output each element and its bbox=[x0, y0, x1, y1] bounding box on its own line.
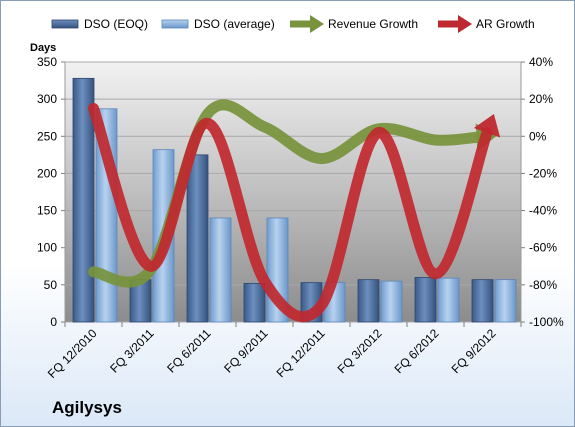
left-tick-label: 250 bbox=[37, 129, 57, 143]
growth-lines bbox=[88, 99, 501, 323]
bar-dso-average bbox=[209, 217, 232, 323]
legend: DSO (EOQ) DSO (average) Revenue Growth AR G… bbox=[51, 15, 535, 33]
bar-dso-eoq bbox=[72, 77, 95, 323]
x-tick-label: FQ 12/2011 bbox=[274, 326, 328, 380]
x-tick-label: FQ 12/2010 bbox=[45, 326, 100, 381]
bar-dso-average bbox=[437, 277, 460, 323]
right-tick-label: 0% bbox=[529, 129, 547, 143]
left-tick-label: 350 bbox=[37, 55, 57, 69]
legend-label: AR Growth bbox=[476, 17, 535, 31]
legend-label: Revenue Growth bbox=[328, 17, 418, 31]
left-axis: 0 50 100 150 200 250 300 350 bbox=[37, 55, 522, 329]
right-tick-label: -100% bbox=[529, 315, 564, 329]
x-tick-label: FQ 6/2011 bbox=[164, 326, 214, 376]
right-tick-label: -40% bbox=[529, 204, 557, 218]
ar-growth-arrowhead bbox=[473, 113, 501, 138]
legend-swatch-arrowhead bbox=[458, 15, 472, 33]
bars bbox=[72, 77, 517, 323]
left-tick-label: 200 bbox=[37, 166, 57, 180]
legend-swatch bbox=[161, 19, 189, 29]
x-axis-labels: FQ 12/2010 FQ 3/2011 FQ 6/2011 FQ 9/2011 FQ … bbox=[45, 326, 499, 381]
bar-dso-eoq bbox=[186, 154, 209, 323]
bar-dso-average bbox=[380, 280, 403, 323]
x-tick-label: FQ 6/2012 bbox=[392, 326, 442, 376]
right-tick-label: -20% bbox=[529, 166, 557, 180]
right-axis: -100% -80% -60% -40% -20% 0% 20% 40% bbox=[521, 55, 564, 329]
x-tick-label: FQ 3/2012 bbox=[335, 326, 385, 376]
ar-growth-line bbox=[88, 102, 493, 323]
legend-label: DSO (average) bbox=[194, 17, 275, 31]
bar-dso-eoq bbox=[243, 282, 266, 323]
x-tick-label: FQ 9/2012 bbox=[449, 326, 499, 376]
left-tick-label: 300 bbox=[37, 92, 57, 106]
legend-swatch-arrowhead bbox=[310, 15, 324, 33]
x-tick-label: FQ 3/2011 bbox=[107, 326, 157, 376]
company-name: Agilysys bbox=[52, 398, 122, 417]
bar-dso-average bbox=[494, 279, 517, 323]
right-tick-label: 40% bbox=[529, 55, 553, 69]
legend-swatch bbox=[51, 19, 79, 29]
right-tick-label: -80% bbox=[529, 278, 557, 292]
right-tick-label: 20% bbox=[529, 92, 553, 106]
legend-label: DSO (EOQ) bbox=[84, 17, 148, 31]
x-tick-label: FQ 9/2011 bbox=[221, 326, 271, 376]
right-tick-label: -60% bbox=[529, 241, 557, 255]
bar-dso-eoq bbox=[357, 279, 380, 323]
bar-dso-eoq bbox=[414, 277, 437, 323]
left-tick-label: 50 bbox=[44, 278, 58, 292]
left-tick-label: 0 bbox=[50, 315, 57, 329]
left-axis-label: Days bbox=[30, 42, 56, 54]
left-tick-label: 100 bbox=[37, 241, 57, 255]
bar-dso-eoq bbox=[471, 279, 494, 323]
left-tick-label: 150 bbox=[37, 204, 57, 218]
